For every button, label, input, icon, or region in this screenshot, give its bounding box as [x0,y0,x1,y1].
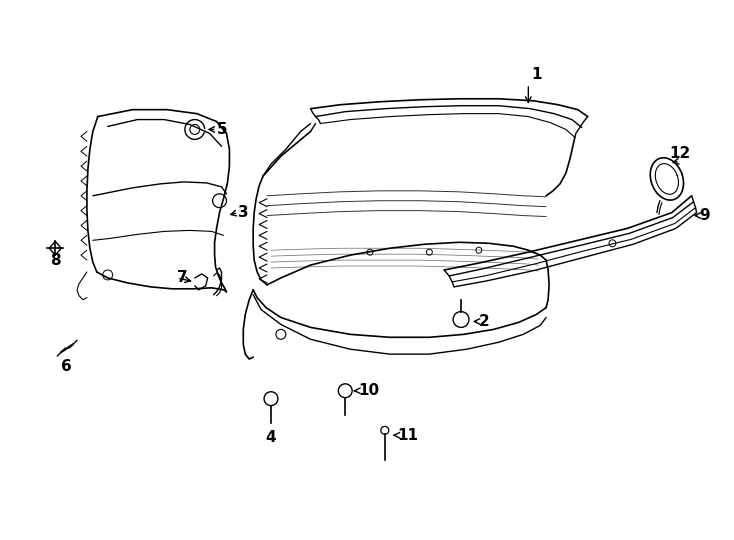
Text: 3: 3 [239,205,249,220]
Text: 4: 4 [266,430,276,445]
Text: 9: 9 [700,208,711,223]
Text: 10: 10 [358,383,379,398]
Text: 11: 11 [398,428,418,443]
Text: 8: 8 [50,253,60,268]
Text: 2: 2 [479,314,490,329]
Text: 6: 6 [61,360,71,375]
Text: 12: 12 [669,146,691,161]
Text: 7: 7 [177,271,188,286]
Text: 5: 5 [217,122,228,137]
Text: 1: 1 [531,66,542,82]
